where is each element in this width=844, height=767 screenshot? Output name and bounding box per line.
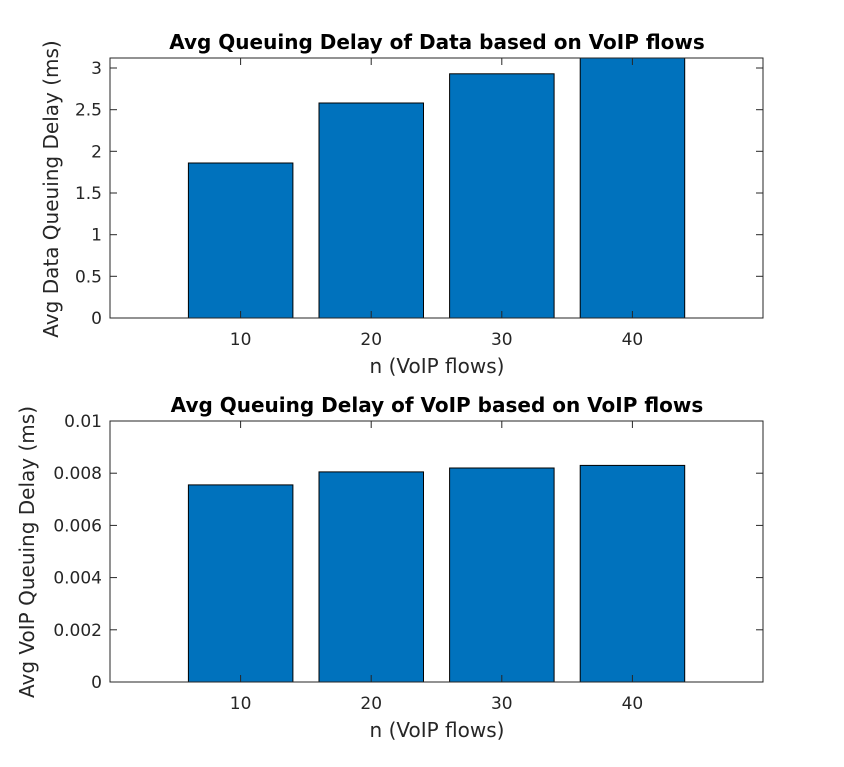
x-tick-label: 10 [230,694,252,714]
x-tick-label: 40 [622,330,644,350]
x-tick-label: 40 [622,694,644,714]
chart-title: Avg Queuing Delay of VoIP based on VoIP … [171,393,704,417]
y-tick-label: 2.5 [75,101,102,121]
x-tick-label: 20 [360,330,382,350]
y-axis-label: Avg VoIP Queuing Delay (ms) [15,406,39,698]
bar-10 [187,484,294,683]
x-tick-label: 20 [360,694,382,714]
y-tick-label: 0.01 [64,412,102,432]
bar-group [187,57,686,319]
y-tick-label: 0.004 [53,569,102,589]
bar-30 [449,73,555,319]
bar-20 [318,102,424,319]
y-tick-label: 0 [91,309,102,329]
bar-30 [449,467,555,683]
plot-area-frame [109,57,764,319]
voip-delay-chart: Avg Queuing Delay of VoIP based on VoIP … [15,393,764,742]
bar-20 [318,471,424,683]
y-tick-label: 1 [91,226,102,246]
y-tick-label: 0.006 [53,516,102,536]
x-tick-label: 10 [230,330,252,350]
y-tick-label: 0 [91,673,102,693]
bar-40 [579,57,686,319]
y-tick-label: 2 [91,142,102,162]
bar-10 [187,162,294,319]
y-tick-label: 0.5 [75,267,102,287]
data-delay-chart: Avg Queuing Delay of Data based on VoIP … [39,30,764,378]
bar-group [187,464,686,683]
tick-group: 0 0.5 1 1.5 2 2.5 3 10 20 30 40 [75,58,763,350]
y-tick-label: 0.008 [53,464,102,484]
y-tick-label: 0.002 [53,621,102,641]
x-axis-label: n (VoIP flows) [370,718,505,742]
tick-group: 0 0.002 0.004 0.006 0.008 0.01 10 20 30 40 [53,412,763,714]
y-tick-label: 1.5 [75,184,102,204]
bar-40 [579,464,686,683]
x-tick-label: 30 [491,330,513,350]
x-tick-label: 30 [491,694,513,714]
x-axis-label: n (VoIP flows) [370,354,505,378]
y-tick-label: 3 [91,59,102,79]
plot-area-frame [109,420,764,683]
chart-title: Avg Queuing Delay of Data based on VoIP … [169,30,705,54]
y-axis-label: Avg Data Queuing Delay (ms) [39,40,63,337]
